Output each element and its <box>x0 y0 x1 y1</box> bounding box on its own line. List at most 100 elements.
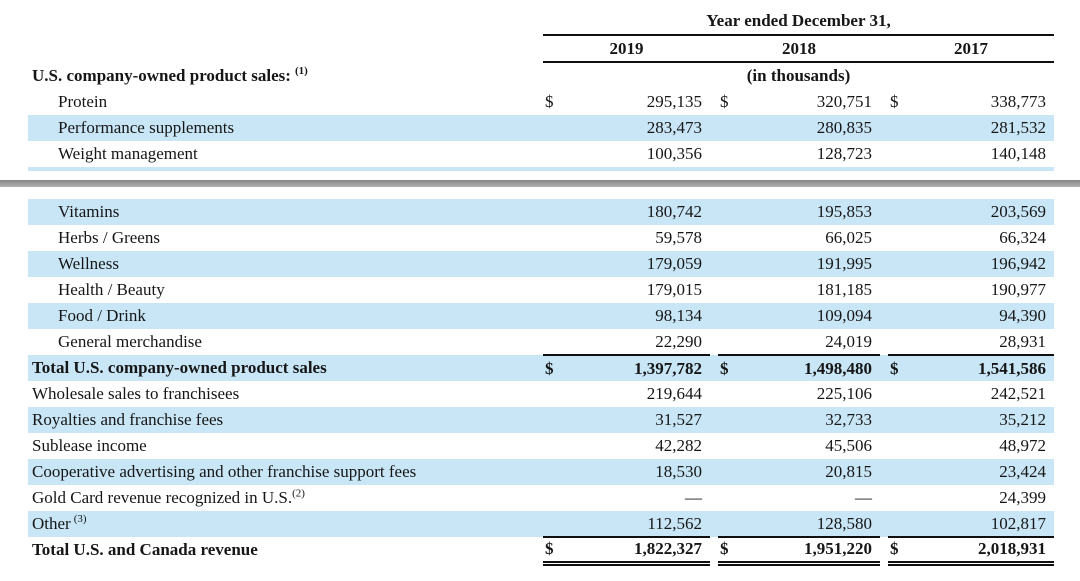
section-label-text: U.S. company-owned product sales: <box>32 65 291 85</box>
revenue-table-section-1: Year ended December 31, 2019 2018 2017 U… <box>28 8 1054 167</box>
column-spacer <box>880 485 888 511</box>
value-2019: — <box>543 485 710 511</box>
table-row: Weight management 100,356 128,723 140,14… <box>28 141 1054 167</box>
value-2018: 109,094 <box>718 303 880 329</box>
value-2018: 191,995 <box>718 251 880 277</box>
row-label: Wellness <box>28 251 543 277</box>
table-header-years-row: 2019 2018 2017 <box>28 35 1054 63</box>
row-label: Protein <box>58 92 108 111</box>
value-2017: $2,018,931 <box>888 537 1054 566</box>
table-row: Wellness 179,059 191,995 196,942 <box>28 251 1054 277</box>
em-dash: — <box>685 488 702 507</box>
footnote-ref-2: (2) <box>292 487 305 500</box>
dollar-sign: $ <box>545 539 554 559</box>
column-spacer <box>880 89 888 115</box>
table-header-title-row: Year ended December 31, <box>28 8 1054 36</box>
section-cut-row-sliver <box>28 167 1054 171</box>
row-label: Sublease income <box>32 436 147 455</box>
col-header-2019: 2019 <box>543 35 710 63</box>
footnote-ref-3: (3) <box>73 513 87 526</box>
value-2017: 140,148 <box>990 144 1046 163</box>
row-label: Cooperative advertising and other franch… <box>28 459 543 485</box>
column-spacer <box>880 433 888 459</box>
column-spacer <box>880 381 888 407</box>
page-break-divider <box>0 180 1080 187</box>
column-spacer <box>710 115 718 141</box>
dollar-sign: $ <box>890 358 899 378</box>
table-row: Performance supplements 283,473 280,835 … <box>28 115 1054 141</box>
value-2018: 20,815 <box>718 459 880 485</box>
value-2018: 128,723 <box>816 144 872 163</box>
value-2019: 98,134 <box>543 303 710 329</box>
row-label: Other (3) <box>28 511 543 537</box>
dollar-sign: $ <box>545 358 554 378</box>
value-2018: 128,580 <box>718 511 880 538</box>
value-2017: 242,521 <box>990 384 1046 403</box>
value-2019: $1,822,327 <box>543 537 710 566</box>
table-row: Vitamins 180,742 195,853 203,569 <box>28 199 1054 225</box>
row-label: Royalties and franchise fees <box>28 407 543 433</box>
row-label: Weight management <box>58 144 198 163</box>
header-spacer <box>28 35 543 62</box>
row-label: Wholesale sales to franchisees <box>32 384 240 403</box>
value-2018: 280,835 <box>718 115 880 141</box>
value-2017: 28,931 <box>888 329 1054 356</box>
table-row: Gold Card revenue recognized in U.S.(2) … <box>28 485 1054 511</box>
value-2017: 66,324 <box>999 228 1046 247</box>
total-revenue-row: Total U.S. and Canada revenue $1,822,327… <box>28 537 1054 566</box>
dollar-sign: $ <box>720 358 729 378</box>
value-2018: 32,733 <box>718 407 880 433</box>
table-row: Royalties and franchise fees 31,527 32,7… <box>28 407 1054 433</box>
value-2017: 48,972 <box>999 436 1046 455</box>
value-2019: $1,397,782 <box>543 355 710 381</box>
value-2017: 35,212 <box>888 407 1054 433</box>
column-spacer <box>710 433 718 459</box>
column-spacer <box>710 303 718 329</box>
column-spacer <box>710 251 718 277</box>
column-spacer <box>710 537 718 563</box>
column-spacer <box>710 141 718 167</box>
value-2018: 66,025 <box>825 228 872 247</box>
value-2017: 203,569 <box>888 199 1054 225</box>
column-spacer <box>880 225 888 251</box>
dollar-sign: $ <box>545 92 554 111</box>
col-header-2017: 2017 <box>888 35 1054 63</box>
header-spacer <box>28 8 543 35</box>
column-spacer <box>710 511 718 537</box>
value-2018: 45,506 <box>825 436 872 455</box>
value-2019: $295,135 <box>543 89 710 115</box>
row-label: Health / Beauty <box>58 280 165 299</box>
value-2019: 219,644 <box>646 384 702 403</box>
value-2017: 281,532 <box>888 115 1054 141</box>
em-dash: — <box>855 488 872 507</box>
value-2018: 181,185 <box>816 280 872 299</box>
value-2017: 196,942 <box>888 251 1054 277</box>
table-row: Cooperative advertising and other franch… <box>28 459 1054 485</box>
value-2019: 112,562 <box>543 511 710 538</box>
value-2019: 42,282 <box>655 436 702 455</box>
section-label: U.S. company-owned product sales: (1) <box>28 62 543 89</box>
row-label: Food / Drink <box>28 303 543 329</box>
value-2019: 179,059 <box>543 251 710 277</box>
section-header-row: U.S. company-owned product sales: (1) (in… <box>28 62 1054 89</box>
value-2019: 18,530 <box>543 459 710 485</box>
column-spacer <box>710 225 718 251</box>
column-spacer <box>710 407 718 433</box>
dollar-sign: $ <box>890 92 899 111</box>
value-2019: 22,290 <box>543 329 710 356</box>
units-note: (in thousands) <box>746 66 851 85</box>
value-2019: 283,473 <box>543 115 710 141</box>
table-row: Wholesale sales to franchisees 219,644 2… <box>28 381 1054 407</box>
value-2018: $320,751 <box>718 89 880 115</box>
column-spacer <box>880 115 888 141</box>
row-label: General merchandise <box>58 332 202 351</box>
table-row: Protein $295,135 $320,751 $338,773 <box>28 89 1054 115</box>
value-2018: 225,106 <box>816 384 872 403</box>
col-header-2018: 2018 <box>718 35 880 63</box>
value-2019: 180,742 <box>543 199 710 225</box>
column-spacer <box>710 329 718 355</box>
table-row: Sublease income 42,282 45,506 48,972 <box>28 433 1054 459</box>
row-label: Total U.S. company-owned product sales <box>28 355 543 381</box>
row-label: Total U.S. and Canada revenue <box>32 540 258 559</box>
